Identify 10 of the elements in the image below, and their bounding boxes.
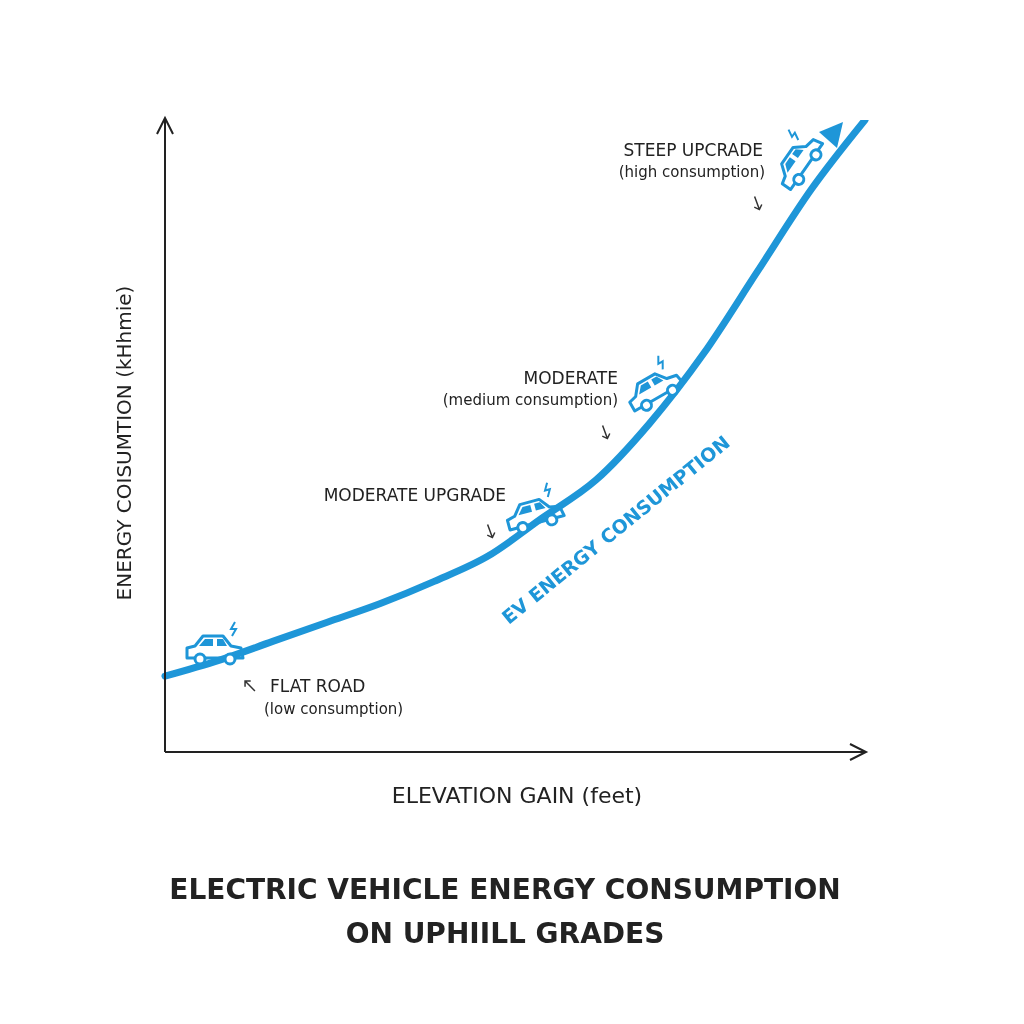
text: ELECTRIC VEHICLE ENERGY CONSUMPTION ON UPHIILL GRADES xyxy=(168,872,842,952)
annotation: (high consumption) xyxy=(618,162,765,183)
annotation: (medium consumption) xyxy=(442,390,618,411)
annotation: MODERATE UPGRADE xyxy=(323,484,506,506)
annotation: STEEP UPCRADE xyxy=(623,139,763,161)
annotation: FLAT ROAD xyxy=(270,675,366,697)
annotation: MODERATE xyxy=(523,367,618,389)
x-axis-title: ELEVATION GAIN (feet) xyxy=(390,783,644,808)
annotation: (low consumption) xyxy=(264,699,404,720)
y-axis-title: ENERGY COISUMTION (kHhmie) xyxy=(112,285,136,601)
